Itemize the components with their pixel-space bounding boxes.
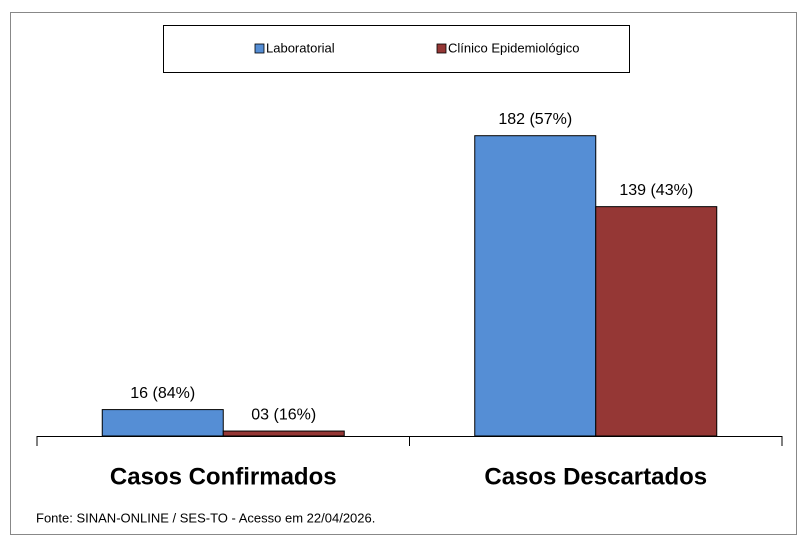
bar — [101, 409, 224, 437]
legend-box — [163, 25, 630, 73]
legend-label: Laboratorial — [266, 40, 335, 55]
bar — [474, 135, 597, 437]
value-label: 182 (57%) — [498, 111, 572, 128]
legend-swatch — [436, 43, 447, 54]
x-tick-label: Casos Confirmados — [110, 463, 337, 490]
source-note: Fonte: SINAN-ONLINE / SES-TO - Acesso em… — [36, 510, 375, 525]
legend-label: Clínico Epidemiológico — [448, 40, 580, 55]
value-label: 03 (16%) — [251, 406, 316, 423]
value-label: 139 (43%) — [619, 182, 693, 199]
legend-swatch — [254, 43, 265, 54]
x-tick-label: Casos Descartados — [484, 463, 707, 490]
value-label: 16 (84%) — [130, 385, 195, 402]
bar — [595, 206, 718, 437]
bar — [222, 430, 345, 437]
